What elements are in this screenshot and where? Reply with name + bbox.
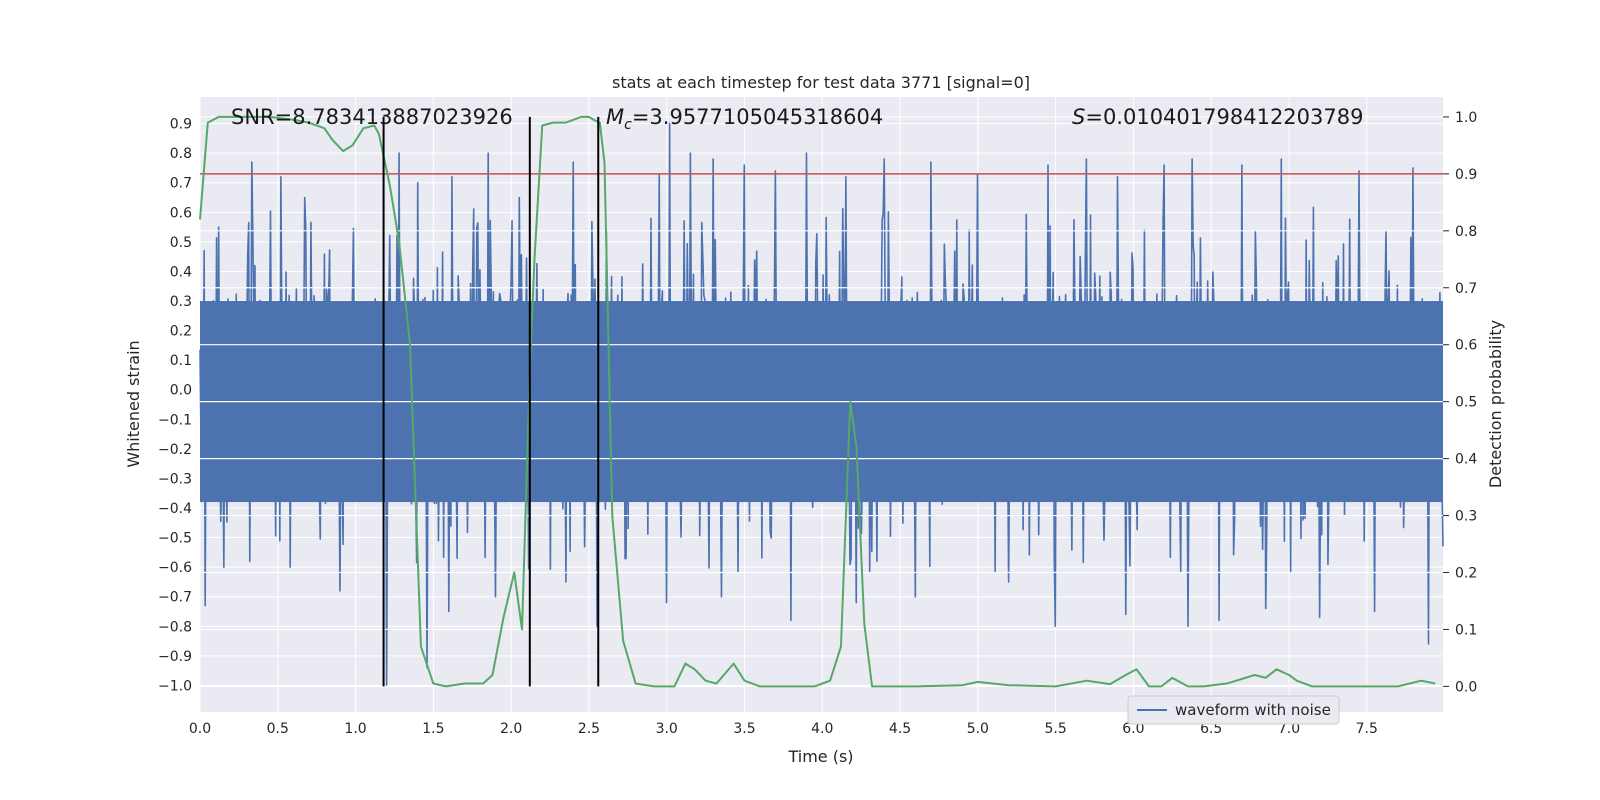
y2-tick-label: 0.4 [1455,452,1477,468]
y-tick-label: 0.7 [170,176,192,192]
y-tick-label: −0.4 [158,501,192,517]
chirp-mass-subscript: c [624,117,632,133]
chirp-mass-value: =3.9577105045318604 [632,105,883,129]
x-tick-label: 6.0 [1122,721,1144,737]
x-tick-label: 3.0 [656,721,678,737]
y-tick-label: 0.5 [170,235,192,251]
x-tick-labels: 0.0 0.5 1.0 1.5 2.0 2.5 3.0 3.5 4.0 4.5 5.0 5.5 6.0 6… [189,721,1378,737]
y-tick-label: 0.8 [170,146,192,162]
y-tick-label: −0.5 [158,531,192,547]
x-tick-label: 1.0 [344,721,366,737]
legend-box [1127,695,1340,725]
y-tick-label: 0.2 [170,324,192,340]
y-tick-labels: 0.9 0.8 0.7 0.6 0.5 0.4 0.3 0.2 0.1 0.0 −0.1 −0.2 −0… [158,117,192,695]
y-tick-label: −0.2 [158,442,192,458]
x-tick-label: 6.5 [1200,721,1222,737]
chirp-mass-annotation: Mc=3.9577105045318604 [606,105,883,133]
x-tick-label: 5.0 [967,721,989,737]
y-tick-label: −0.6 [158,560,192,576]
x-tick-label: 0.5 [267,721,289,737]
x-tick-label: 4.5 [889,721,911,737]
chirp-mass-symbol: M [606,105,624,129]
s-annotation: S=0.010401798412203789 [1072,105,1363,129]
y2-tick-label: 0.6 [1455,338,1477,354]
y2-tick-label: 0.9 [1455,167,1477,183]
vertical-markers [382,116,600,687]
y-tick-label: −0.8 [158,619,192,635]
probability-line [199,115,1436,688]
y2-tick-label: 0.2 [1455,565,1477,581]
y2-tick-label: 0.7 [1455,281,1477,297]
y-tick-label: −1.0 [158,678,192,694]
y-tick-label: 0.6 [170,205,192,221]
y-tick-label: 0.3 [170,294,192,310]
chart-title: stats at each timestep for test data 377… [612,73,1030,92]
y-tick-label: 0.4 [170,264,192,280]
y2-axis-title: Detection probability [1486,320,1505,488]
y-tick-label: −0.9 [158,649,192,665]
y-tick-label: −0.7 [158,590,192,606]
y2-tick-label: 0.5 [1455,395,1477,411]
s-value: =0.010401798412203789 [1085,105,1363,129]
legend: waveform with noise [1127,695,1340,725]
x-tick-label: 7.5 [1356,721,1378,737]
snr-annotation: SNR=8.783413887023926 [231,105,513,129]
x-tick-label: 4.0 [811,721,833,737]
y2-tick-label: 0.3 [1455,509,1477,525]
x-tick-label: 3.5 [733,721,755,737]
y-tick-label: 0.1 [170,353,192,369]
y-tick-label: 0.9 [170,117,192,133]
y-tick-label: 0.0 [170,383,192,399]
y-tick-label: −0.1 [158,412,192,428]
y2-tick-label: 0.1 [1455,622,1477,638]
x-tick-label: 2.5 [578,721,600,737]
y2-tick-label: 0.0 [1455,679,1477,695]
x-tick-label: 0.0 [189,721,211,737]
s-symbol: S [1072,105,1085,129]
x-tick-label: 1.5 [422,721,444,737]
x-tick-label: 2.0 [500,721,522,737]
y2-tick-label: 0.8 [1455,224,1477,240]
y-axis-title: Whitened strain [124,340,143,467]
x-axis-title: Time (s) [787,747,853,766]
y2-tick-label: 1.0 [1455,110,1477,126]
x-tick-label: 7.0 [1278,721,1300,737]
x-tick-label: 5.5 [1044,721,1066,737]
y-tick-label: −0.3 [158,471,192,487]
probability-series [199,115,1436,688]
legend-label: waveform with noise [1175,701,1331,719]
y2-tick-labels: 1.0 0.9 0.8 0.7 0.6 0.5 0.4 0.3 0.2 0.1 0.0 [1443,110,1477,695]
